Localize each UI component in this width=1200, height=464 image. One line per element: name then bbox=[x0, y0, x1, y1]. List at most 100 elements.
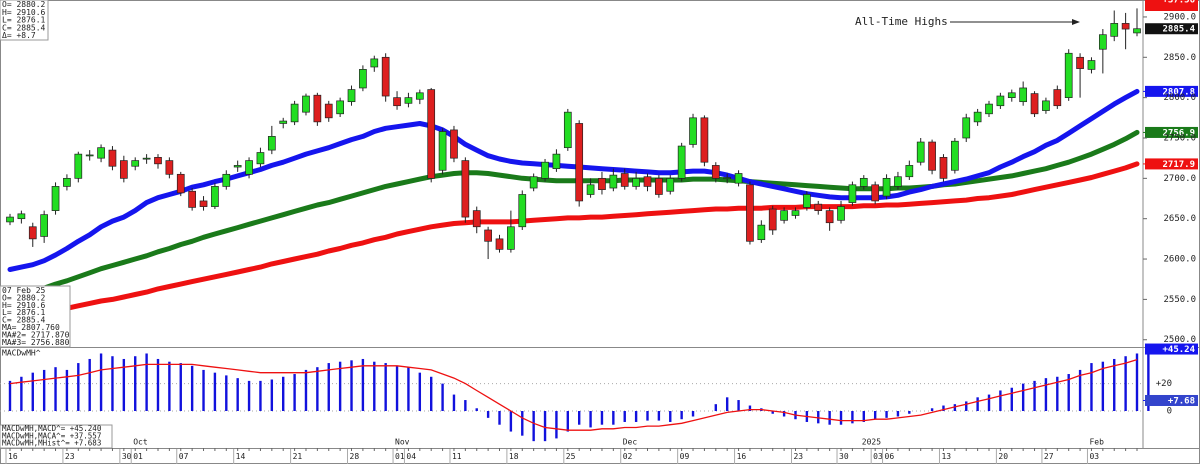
x-month-label: Feb bbox=[1089, 438, 1104, 447]
signal-line bbox=[9, 358, 1138, 431]
y-tick-label: 2700.0 bbox=[1163, 174, 1196, 184]
candle-body bbox=[370, 58, 379, 68]
candle-body bbox=[40, 214, 49, 237]
candle-body bbox=[472, 210, 481, 228]
candle-body bbox=[1030, 93, 1039, 115]
x-tick-label: 13 bbox=[941, 452, 951, 461]
candle-body bbox=[267, 136, 276, 151]
value-box bbox=[1145, 126, 1198, 138]
candle-body bbox=[495, 238, 504, 250]
candle-body bbox=[97, 147, 105, 159]
candle-body bbox=[108, 149, 117, 167]
candle-body bbox=[51, 186, 60, 211]
x-tick-label: 03 bbox=[1089, 452, 1099, 461]
x-tick-label: 16 bbox=[8, 452, 18, 461]
x-tick-label: 09 bbox=[680, 452, 690, 461]
moving-average-line bbox=[7, 88, 1140, 272]
candle-body bbox=[154, 157, 162, 165]
candle-body bbox=[894, 176, 902, 187]
y-tick-label: 2650.0 bbox=[1163, 214, 1196, 224]
y-tick-label: 2550.0 bbox=[1163, 295, 1196, 305]
y-tick-label: 2850.0 bbox=[1163, 53, 1196, 63]
candle-body bbox=[1110, 23, 1119, 37]
candle-body bbox=[211, 186, 219, 207]
candle-body bbox=[313, 94, 322, 123]
info-box bbox=[0, 0, 49, 41]
candle-body bbox=[1042, 100, 1050, 111]
end-marker bbox=[1143, 131, 1145, 133]
info-text: MACDwMH,MACA^= +37.557 bbox=[2, 431, 101, 440]
candle-body bbox=[1064, 52, 1073, 98]
y-tick-label: 2500.0 bbox=[1163, 335, 1196, 345]
candle-body bbox=[609, 174, 618, 189]
candle-body bbox=[450, 129, 458, 159]
info-text: C= 2885.4 bbox=[2, 316, 46, 325]
x-tick-label: 03 bbox=[873, 452, 883, 461]
candle-body bbox=[1087, 60, 1096, 70]
candle-body bbox=[85, 154, 94, 157]
candle-body bbox=[302, 95, 310, 113]
candle-body bbox=[666, 177, 675, 192]
info-text: MA#2= 2717.870 bbox=[2, 330, 70, 339]
info-text: C= 2885.4 bbox=[2, 23, 46, 32]
candle-body bbox=[655, 177, 663, 195]
value-box-label: 2885.4 bbox=[1162, 25, 1195, 35]
x-tick-label: 30 bbox=[839, 452, 849, 461]
candle-layer bbox=[6, 8, 1150, 442]
candle-body bbox=[6, 216, 14, 223]
candle-body bbox=[393, 97, 401, 107]
candle-body bbox=[131, 160, 140, 167]
y-tick-label: +20 bbox=[1156, 379, 1172, 389]
x-tick-label: 11 bbox=[452, 452, 462, 461]
end-marker bbox=[1143, 90, 1145, 92]
info-text: O= 2880.2 bbox=[2, 293, 46, 302]
overlay-layer: 2717.9 2756.9 2807.8 2885.4 All-Time Highs O=… bbox=[0, 0, 1198, 449]
candle-body bbox=[1121, 23, 1130, 30]
candle-body bbox=[928, 141, 936, 171]
candle-body bbox=[279, 120, 288, 124]
candle-body bbox=[848, 184, 857, 203]
candle-body bbox=[461, 160, 470, 218]
info-text: H= 2910.6 bbox=[2, 301, 46, 310]
candle-body bbox=[256, 152, 265, 165]
candle-body bbox=[620, 173, 629, 187]
candle-body bbox=[711, 165, 720, 179]
x-month-label: Dec bbox=[623, 438, 638, 447]
x-month-label: 2025 bbox=[862, 438, 881, 447]
candle-body bbox=[188, 190, 196, 208]
candle-body bbox=[598, 177, 606, 190]
info-text: MACDwMH,MHist^= +7.683 bbox=[2, 439, 101, 448]
candle-body bbox=[233, 165, 242, 168]
candle-body bbox=[17, 213, 26, 220]
info-text: L= 2876.1 bbox=[2, 16, 46, 25]
value-box bbox=[1145, 23, 1198, 35]
candle-body bbox=[119, 160, 128, 179]
candle-body bbox=[1133, 28, 1141, 34]
candle-body bbox=[381, 56, 390, 97]
candle-body bbox=[165, 160, 174, 175]
x-tick-label: 01 bbox=[133, 452, 143, 461]
x-tick-label: 04 bbox=[406, 452, 416, 461]
value-box-label: 2807.8 bbox=[1162, 87, 1195, 97]
candle-body bbox=[359, 69, 367, 89]
candle-body bbox=[768, 208, 777, 231]
candle-body bbox=[643, 176, 652, 187]
candle-body bbox=[518, 194, 527, 228]
candle-body bbox=[1019, 87, 1028, 103]
candle-body bbox=[427, 89, 436, 179]
info-box bbox=[0, 285, 71, 348]
x-tick-label: 18 bbox=[509, 452, 519, 461]
candle-body bbox=[882, 177, 891, 197]
x-tick-label: 27 bbox=[1044, 452, 1054, 461]
candle-body bbox=[507, 226, 515, 250]
candle-body bbox=[575, 123, 584, 202]
ma-layer bbox=[0, 88, 1143, 412]
candle-body bbox=[529, 176, 538, 189]
candle-body bbox=[142, 157, 151, 160]
value-box-label: 2756.9 bbox=[1162, 128, 1195, 138]
candle-body bbox=[1076, 56, 1084, 69]
candle-body bbox=[723, 177, 732, 179]
x-tick-label: 02 bbox=[623, 452, 633, 461]
